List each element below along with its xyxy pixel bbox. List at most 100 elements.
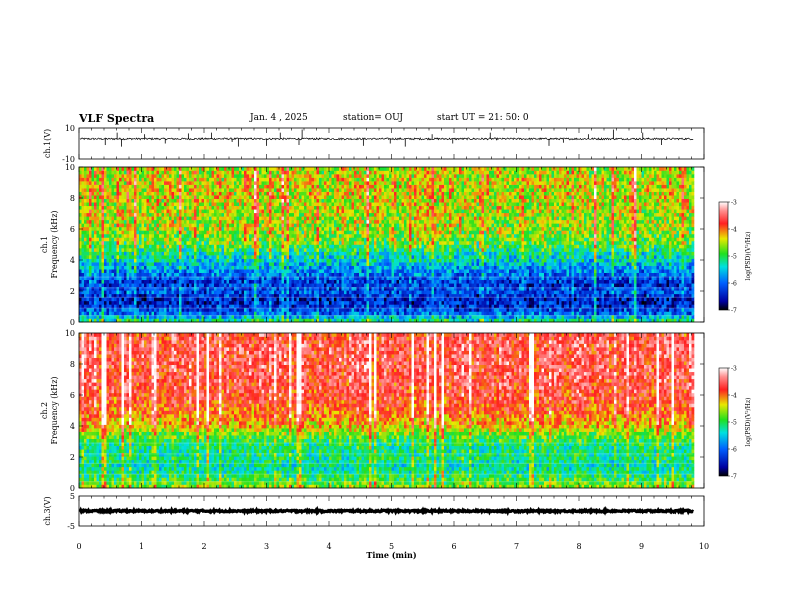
spectrogram-cell [244, 265, 247, 270]
spectrogram-cell [281, 244, 285, 249]
spectrogram-cell [194, 311, 197, 316]
spectrogram-cell [321, 311, 325, 316]
spectrogram-cell [294, 223, 297, 228]
spectrogram-cell [311, 300, 315, 305]
spectrogram-cell [299, 251, 302, 256]
spectrogram-cell [331, 304, 335, 309]
spectrogram-cell [94, 167, 97, 171]
spectrogram-cell [309, 226, 312, 231]
spectrogram-cell [164, 195, 167, 200]
spectrogram-cell [259, 297, 262, 302]
spectrogram-cell [331, 248, 335, 252]
spectrogram-cell [189, 191, 192, 196]
spectrogram-cell [124, 209, 127, 214]
spectrogram-cell [171, 314, 175, 319]
spectrogram-cell [309, 191, 312, 196]
spectrogram-cell [126, 170, 130, 175]
spectrogram-cell [154, 290, 157, 295]
spectrogram-cell [214, 258, 217, 263]
spectrogram-cell [84, 262, 87, 266]
spectrogram-cell [181, 304, 185, 309]
spectrogram-cell [291, 248, 295, 252]
spectrogram-cell [199, 244, 202, 249]
spectrogram-cell [269, 219, 272, 224]
spectrogram-cell [276, 286, 280, 291]
spectrogram-cell [191, 184, 195, 189]
spectrogram-cell [306, 219, 310, 224]
spectrogram-cell [94, 195, 97, 200]
spectrogram-cell [171, 170, 175, 175]
spectrogram-cell [219, 237, 222, 242]
spectrogram-cell [194, 279, 197, 284]
spectrogram-cell [274, 240, 277, 245]
spectrogram-cell [101, 198, 105, 203]
spectrogram-cell [189, 276, 192, 281]
spectrogram-cell [101, 216, 105, 221]
spectrogram-cell [236, 181, 240, 185]
spectrogram-cell [96, 276, 100, 281]
spectrogram-cell [181, 195, 185, 200]
spectrogram-cell [239, 237, 242, 242]
spectrogram-cell [251, 251, 255, 256]
spectrogram-cell [229, 240, 232, 245]
spectrogram-cell [331, 191, 335, 196]
spectrogram-cell [166, 230, 170, 235]
spectrogram-cell [171, 184, 175, 189]
spectrogram-cell [159, 262, 162, 266]
spectrogram-cell [336, 240, 340, 245]
spectrogram-cell [124, 233, 127, 238]
spectrogram-cell [336, 219, 340, 224]
spectrogram-cell [164, 311, 167, 316]
spectrogram-cell [239, 255, 242, 259]
spectrogram-cell [136, 300, 140, 305]
spectrogram-cell [306, 212, 310, 217]
spectrogram-cell [346, 304, 350, 309]
spectrogram-cell [334, 226, 337, 231]
spectrogram-cell [314, 233, 317, 238]
spectrogram-cell [234, 195, 237, 200]
spectrogram-cell [221, 283, 225, 288]
spectrogram-cell [214, 272, 217, 277]
spectrogram-cell [256, 230, 260, 235]
spectrogram-cell [144, 181, 147, 185]
spectrogram-cell [301, 276, 305, 281]
y-axis-label: ch.1(V) [43, 129, 52, 158]
spectrogram-cell [309, 258, 312, 263]
spectrogram-cell [316, 216, 320, 221]
spectrogram-cell [164, 205, 167, 210]
spectrogram-cell [159, 188, 162, 192]
spectrogram-cell [139, 244, 142, 249]
spectrogram-cell [131, 244, 135, 249]
spectrogram-cell [304, 240, 307, 245]
spectrogram-cell [176, 293, 180, 298]
spectrogram-cell [219, 184, 222, 189]
spectrogram-cell [151, 209, 155, 214]
spectrogram-cell [281, 167, 285, 171]
spectrogram-cell [316, 248, 320, 252]
spectrogram-cell [91, 212, 95, 217]
spectrogram-cell [101, 237, 105, 242]
spectrogram-cell [231, 258, 235, 263]
spectrogram-cell [294, 304, 297, 309]
spectrogram-cell [239, 177, 242, 182]
spectrogram-cell [256, 191, 260, 196]
spectrogram-cell [329, 167, 332, 171]
spectrogram-cell [189, 212, 192, 217]
spectrogram-cell [304, 255, 307, 259]
spectrogram-cell [289, 248, 292, 252]
spectrogram-cell [336, 202, 340, 207]
spectrogram-cell [266, 216, 270, 221]
spectrogram-cell [121, 269, 125, 273]
spectrogram-cell [326, 188, 330, 192]
spectrogram-cell [199, 304, 202, 309]
spectrogram-cell [286, 240, 290, 245]
spectrogram-cell [86, 318, 90, 323]
spectrogram-cell [319, 191, 322, 196]
spectrogram-cell [289, 219, 292, 224]
spectrogram-cell [211, 177, 215, 182]
spectrogram-cell [274, 170, 277, 175]
spectrogram-cell [314, 286, 317, 291]
spectrogram-cell [214, 216, 217, 221]
spectrogram-cell [104, 297, 107, 302]
spectrogram-cell [266, 212, 270, 217]
